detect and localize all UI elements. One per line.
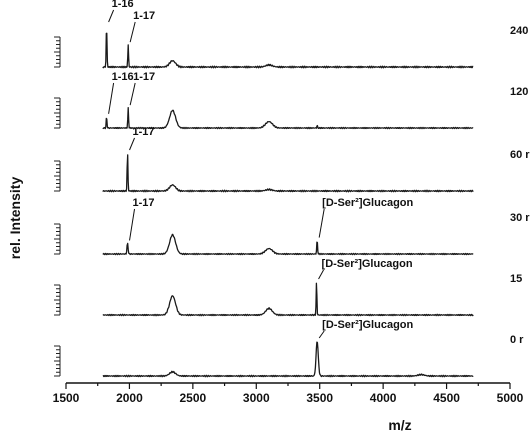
series-label: 15 <box>510 273 522 285</box>
annotation-leader <box>129 208 136 241</box>
peak-annotation: [D-Ser²]Glucagon <box>322 319 413 331</box>
spectrum-trace <box>102 32 474 69</box>
intensity-scale-bar <box>54 160 61 192</box>
spectrum-trace <box>102 233 474 256</box>
peak-annotation: 1-17 <box>133 126 155 138</box>
peak-annotation: [D-Ser²]Glucagon <box>322 258 413 270</box>
peak-annotation: 1-17 <box>133 10 155 22</box>
spectrum-trace <box>102 106 474 130</box>
annotation-leader <box>129 82 136 106</box>
x-axis: 1500 2000 2500 3000 3500 4000 4500 5000 <box>53 382 524 405</box>
x-tick-label: 2000 <box>116 391 143 405</box>
series-labels: 240 120 60 r 30 r 15 0 r <box>510 25 530 346</box>
spectrum-traces <box>102 32 474 378</box>
series-label: 120 <box>510 86 528 98</box>
x-tick-label: 4000 <box>370 391 397 405</box>
peak-annotation: 1-16 <box>112 71 134 83</box>
annotation-leader <box>129 21 136 43</box>
peak-annotation: 1-16 <box>112 0 134 10</box>
series-label: 240 <box>510 25 528 37</box>
annotation-leader <box>318 330 325 339</box>
intensity-scale-bar <box>54 345 61 377</box>
intensity-scale-bar <box>54 97 61 129</box>
series-label: 60 r <box>510 149 530 161</box>
spectrum-trace <box>102 341 474 378</box>
x-tick-label: 2500 <box>180 391 207 405</box>
peak-annotation: 1-17 <box>133 197 155 209</box>
spectrum-trace <box>102 154 474 193</box>
intensity-scale-bar <box>54 36 61 68</box>
peak-annotation: 1-17 <box>133 71 155 83</box>
x-tick-label: 1500 <box>53 391 80 405</box>
peak-annotation: [D-Ser²]Glucagon <box>322 197 413 209</box>
x-tick-label: 5000 <box>497 391 524 405</box>
peak-annotations: 1-161-171-16 1-171-171-17 [D-Ser²]Glucagon… <box>108 0 414 339</box>
annotation-leader <box>108 9 115 23</box>
spectrum-trace <box>102 282 474 317</box>
x-axis-label: m/z <box>388 417 411 433</box>
x-tick-label: 3500 <box>306 391 333 405</box>
series-label: 0 r <box>510 334 524 346</box>
annotation-leader <box>318 208 325 238</box>
y-axis-label: rel. Intensity <box>7 177 23 260</box>
x-tick-label: 4500 <box>433 391 460 405</box>
intensity-scale-bar <box>54 284 61 316</box>
annotation-leader <box>318 269 324 280</box>
x-tick-label: 3000 <box>243 391 270 405</box>
intensity-scale-bar <box>54 223 61 255</box>
intensity-scales <box>54 36 61 377</box>
annotation-leader <box>129 137 135 151</box>
annotation-leader <box>108 82 115 114</box>
series-label: 30 r <box>510 212 530 224</box>
